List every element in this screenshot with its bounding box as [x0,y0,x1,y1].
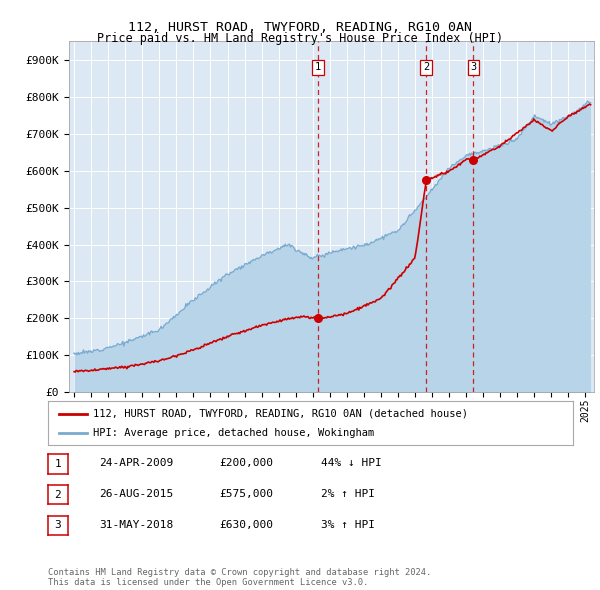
Text: 24-APR-2009: 24-APR-2009 [99,458,173,468]
Text: 1: 1 [55,459,61,469]
Text: 112, HURST ROAD, TWYFORD, READING, RG10 0AN (detached house): 112, HURST ROAD, TWYFORD, READING, RG10 … [92,409,467,418]
Text: £575,000: £575,000 [219,489,273,499]
Text: HPI: Average price, detached house, Wokingham: HPI: Average price, detached house, Woki… [92,428,374,438]
Text: 1: 1 [315,62,321,72]
Text: £630,000: £630,000 [219,520,273,529]
Text: 44% ↓ HPI: 44% ↓ HPI [321,458,382,468]
Text: £200,000: £200,000 [219,458,273,468]
Text: 2: 2 [423,62,429,72]
Text: 26-AUG-2015: 26-AUG-2015 [99,489,173,499]
Text: 3% ↑ HPI: 3% ↑ HPI [321,520,375,529]
Text: 2: 2 [55,490,61,500]
Text: 3: 3 [470,62,476,72]
Text: Contains HM Land Registry data © Crown copyright and database right 2024.
This d: Contains HM Land Registry data © Crown c… [48,568,431,587]
Text: 3: 3 [55,520,61,530]
Text: 2% ↑ HPI: 2% ↑ HPI [321,489,375,499]
Text: 31-MAY-2018: 31-MAY-2018 [99,520,173,529]
Text: 112, HURST ROAD, TWYFORD, READING, RG10 0AN: 112, HURST ROAD, TWYFORD, READING, RG10 … [128,21,472,34]
Text: Price paid vs. HM Land Registry's House Price Index (HPI): Price paid vs. HM Land Registry's House … [97,32,503,45]
